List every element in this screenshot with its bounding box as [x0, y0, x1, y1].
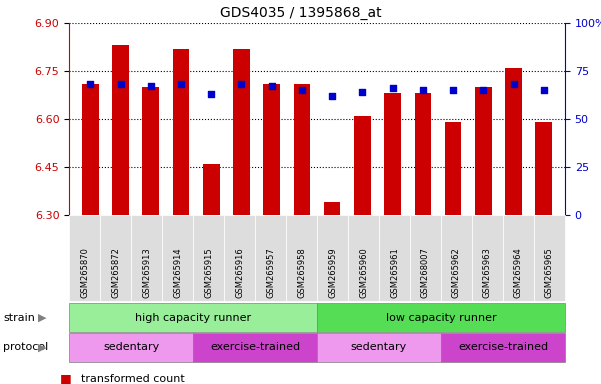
Text: strain: strain — [3, 313, 35, 323]
Bar — [203, 164, 219, 215]
Text: transformed count: transformed count — [81, 374, 185, 384]
Text: GSM265913: GSM265913 — [142, 248, 151, 298]
Text: GSM265959: GSM265959 — [328, 248, 337, 298]
Text: ■: ■ — [60, 372, 72, 384]
Bar — [445, 122, 462, 215]
Bar — [535, 122, 552, 215]
Text: GSM265960: GSM265960 — [359, 248, 368, 298]
Point — [388, 85, 397, 91]
Text: GSM268007: GSM268007 — [421, 248, 430, 298]
Point — [176, 81, 186, 88]
Point — [358, 89, 367, 95]
Text: GSM265964: GSM265964 — [514, 248, 523, 298]
Text: high capacity runner: high capacity runner — [135, 313, 251, 323]
Point — [328, 93, 337, 99]
Text: protocol: protocol — [3, 342, 48, 353]
Text: ▶: ▶ — [38, 342, 46, 353]
Bar — [142, 87, 159, 215]
Text: GSM265957: GSM265957 — [266, 248, 275, 298]
Bar — [324, 202, 340, 215]
Bar — [294, 84, 310, 215]
Bar — [172, 49, 189, 215]
Text: GSM265958: GSM265958 — [297, 248, 306, 298]
Text: sedentary: sedentary — [103, 342, 159, 353]
Bar — [475, 87, 492, 215]
Point — [85, 81, 95, 88]
Text: low capacity runner: low capacity runner — [386, 313, 496, 323]
Bar — [384, 93, 401, 215]
Text: GSM265961: GSM265961 — [390, 248, 399, 298]
Bar — [505, 68, 522, 215]
Point — [297, 87, 307, 93]
Text: GSM265916: GSM265916 — [235, 248, 244, 298]
Text: GSM265965: GSM265965 — [545, 248, 554, 298]
Point — [448, 87, 458, 93]
Text: exercise-trained: exercise-trained — [458, 342, 548, 353]
Bar — [415, 93, 431, 215]
Bar — [233, 49, 250, 215]
Point — [508, 81, 518, 88]
Text: GSM265915: GSM265915 — [204, 248, 213, 298]
Bar — [82, 84, 99, 215]
Bar — [112, 45, 129, 215]
Text: ▶: ▶ — [38, 313, 46, 323]
Point — [539, 87, 549, 93]
Point — [418, 87, 428, 93]
Text: GDS4035 / 1395868_at: GDS4035 / 1395868_at — [220, 6, 381, 20]
Text: GSM265962: GSM265962 — [452, 248, 461, 298]
Bar — [263, 84, 280, 215]
Text: exercise-trained: exercise-trained — [210, 342, 300, 353]
Text: sedentary: sedentary — [351, 342, 407, 353]
Point — [267, 83, 276, 89]
Point — [116, 81, 126, 88]
Text: GSM265914: GSM265914 — [173, 248, 182, 298]
Text: GSM265963: GSM265963 — [483, 248, 492, 298]
Bar — [354, 116, 371, 215]
Point — [206, 91, 216, 97]
Point — [478, 87, 488, 93]
Text: GSM265872: GSM265872 — [111, 248, 120, 298]
Point — [146, 83, 156, 89]
Text: GSM265870: GSM265870 — [80, 248, 89, 298]
Point — [237, 81, 246, 88]
